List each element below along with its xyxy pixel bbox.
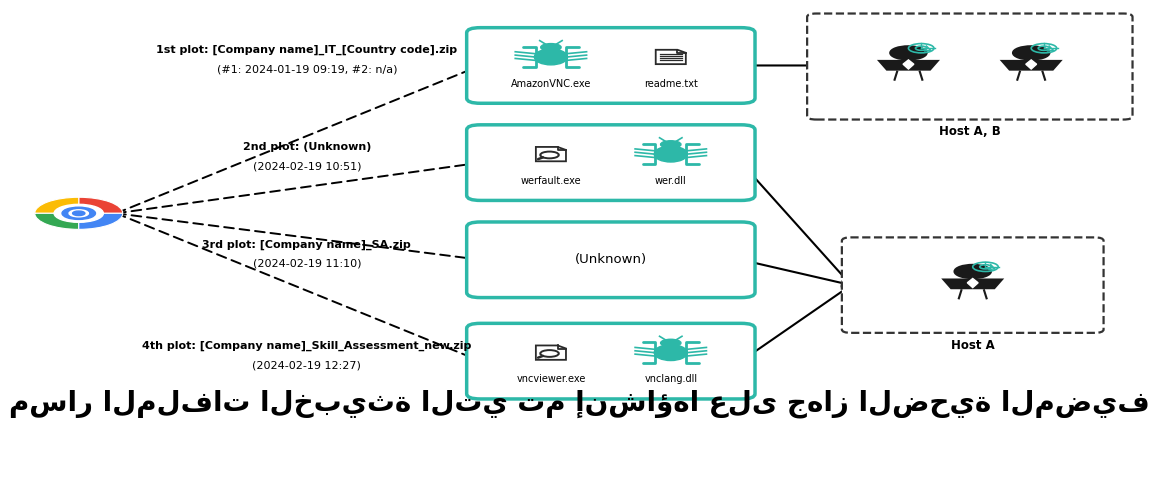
Text: (2024-02-19 10:51): (2024-02-19 10:51) bbox=[252, 162, 361, 172]
Circle shape bbox=[541, 350, 559, 357]
FancyBboxPatch shape bbox=[807, 13, 1133, 120]
Polygon shape bbox=[1026, 60, 1036, 69]
Wedge shape bbox=[79, 213, 123, 229]
FancyBboxPatch shape bbox=[467, 28, 755, 103]
Text: Host A: Host A bbox=[951, 339, 995, 352]
Wedge shape bbox=[35, 213, 79, 229]
Text: werfault.exe: werfault.exe bbox=[521, 176, 581, 186]
Text: مسار الملفات الخبيثة التي تم إنشاؤها على جهاز الضحية المضيف: مسار الملفات الخبيثة التي تم إنشاؤها على… bbox=[8, 390, 1150, 418]
Text: readme.txt: readme.txt bbox=[644, 79, 698, 89]
Ellipse shape bbox=[654, 146, 688, 162]
Polygon shape bbox=[877, 60, 940, 71]
Text: 3rd plot: [Company name]_SA.zip: 3rd plot: [Company name]_SA.zip bbox=[203, 240, 411, 250]
Polygon shape bbox=[999, 60, 1063, 71]
Ellipse shape bbox=[654, 345, 688, 360]
FancyBboxPatch shape bbox=[467, 324, 755, 399]
Polygon shape bbox=[536, 147, 566, 161]
Circle shape bbox=[660, 141, 681, 148]
Ellipse shape bbox=[534, 49, 567, 65]
Text: Host A, B: Host A, B bbox=[939, 125, 1001, 138]
Polygon shape bbox=[941, 278, 1004, 289]
Circle shape bbox=[54, 204, 103, 222]
Text: AmazonVNC.exe: AmazonVNC.exe bbox=[511, 79, 591, 89]
Circle shape bbox=[954, 265, 991, 278]
Text: 4th plot: [Company name]_Skill_Assessment_new.zip: 4th plot: [Company name]_Skill_Assessmen… bbox=[142, 341, 471, 351]
Circle shape bbox=[73, 211, 85, 216]
Polygon shape bbox=[903, 60, 914, 69]
Polygon shape bbox=[536, 346, 566, 360]
Text: (Unknown): (Unknown) bbox=[574, 253, 647, 266]
Circle shape bbox=[541, 44, 562, 51]
Text: 2nd plot: (Unknown): 2nd plot: (Unknown) bbox=[243, 143, 371, 153]
FancyBboxPatch shape bbox=[467, 125, 755, 201]
Wedge shape bbox=[35, 197, 79, 213]
Polygon shape bbox=[967, 278, 979, 288]
Circle shape bbox=[541, 152, 559, 158]
Circle shape bbox=[660, 339, 681, 347]
Text: (2024-02-19 11:10): (2024-02-19 11:10) bbox=[252, 259, 361, 269]
Polygon shape bbox=[655, 50, 686, 64]
Circle shape bbox=[891, 46, 926, 60]
FancyBboxPatch shape bbox=[467, 222, 755, 298]
Wedge shape bbox=[79, 197, 123, 213]
Circle shape bbox=[69, 210, 88, 217]
Text: vnclang.dll: vnclang.dll bbox=[644, 374, 697, 384]
FancyBboxPatch shape bbox=[842, 238, 1104, 333]
Circle shape bbox=[1013, 46, 1049, 60]
Text: (#1: 2024-01-19 09:19, #2: n/a): (#1: 2024-01-19 09:19, #2: n/a) bbox=[217, 65, 397, 75]
Text: wer.dll: wer.dll bbox=[655, 176, 687, 186]
Text: (2024-02-19 12:27): (2024-02-19 12:27) bbox=[252, 360, 361, 371]
Circle shape bbox=[63, 207, 95, 219]
Text: 1st plot: [Company name]_IT_[Country code].zip: 1st plot: [Company name]_IT_[Country cod… bbox=[156, 45, 457, 55]
Text: vncviewer.exe: vncviewer.exe bbox=[516, 374, 586, 384]
